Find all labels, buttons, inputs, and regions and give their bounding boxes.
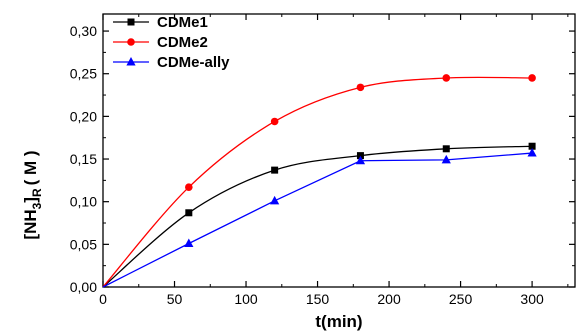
x-tick-label: 300 (520, 291, 544, 307)
legend-marker-cdme-ally (126, 57, 136, 66)
y-axis-title-unit: ( M ) (21, 150, 40, 185)
data-point-cdme1 (442, 145, 450, 153)
data-point-cdme1 (528, 142, 536, 150)
series-line-cdme1 (102, 145, 533, 288)
y-axis-title-sub1: 3 (30, 202, 44, 209)
y-axis-title-bracket: ] (21, 197, 40, 203)
data-point-cdme1 (271, 166, 279, 174)
x-tick-label: 250 (449, 291, 473, 307)
y-tick-label: 0,05 (70, 236, 97, 252)
x-tick-label: 0 (99, 291, 107, 307)
series-line-cdme-ally (102, 152, 533, 288)
data-point-cdme-ally (527, 148, 537, 157)
plot-frame (102, 13, 576, 288)
x-tick-label: 200 (377, 291, 401, 307)
y-axis-title: [NH3]R ( M ) (21, 150, 44, 239)
plot-area: 0 50 100 150 200 250 300 0,00 0,05 0,10 0,15 0,20 0,… (70, 13, 576, 307)
y-axis-title-main: [NH (21, 209, 40, 239)
data-point-cdme2 (185, 183, 193, 191)
data-point-cdme-ally (184, 238, 194, 247)
data-point-cdme1 (185, 209, 193, 217)
y-tick-label: 0,20 (70, 108, 97, 124)
x-tick-label: 100 (234, 291, 258, 307)
y-tick-label: 0,15 (70, 151, 97, 167)
legend-label-cdme-ally: CDMe-ally (157, 54, 230, 71)
legend-marker-cdme1 (127, 18, 135, 26)
x-tick-label: 50 (167, 291, 183, 307)
y-axis-title-sub2: R (30, 188, 44, 197)
y-tick-label: 0,10 (70, 194, 97, 210)
data-point-cdme2 (442, 74, 451, 82)
data-point-cdme2 (270, 117, 279, 126)
legend-marker-cdme2 (127, 38, 135, 46)
legend-label-cdme1: CDMe1 (157, 14, 208, 31)
legend-label-cdme2: CDMe2 (157, 34, 208, 51)
y-tick-label: 0,00 (70, 279, 97, 295)
data-point-cdme-ally (355, 155, 366, 165)
series-line-cdme2 (102, 76, 533, 288)
x-tick-label: 150 (306, 291, 330, 307)
data-point-cdme-ally (441, 154, 451, 164)
data-point-cdme2 (356, 83, 365, 92)
y-tick-label: 0,25 (70, 66, 97, 82)
y-tick-label: 0,30 (70, 23, 97, 39)
data-point-cdme1 (356, 152, 364, 160)
data-point-cdme-ally (270, 195, 280, 205)
x-axis-title: t(min) (315, 312, 362, 331)
data-point-cdme2 (528, 74, 536, 82)
